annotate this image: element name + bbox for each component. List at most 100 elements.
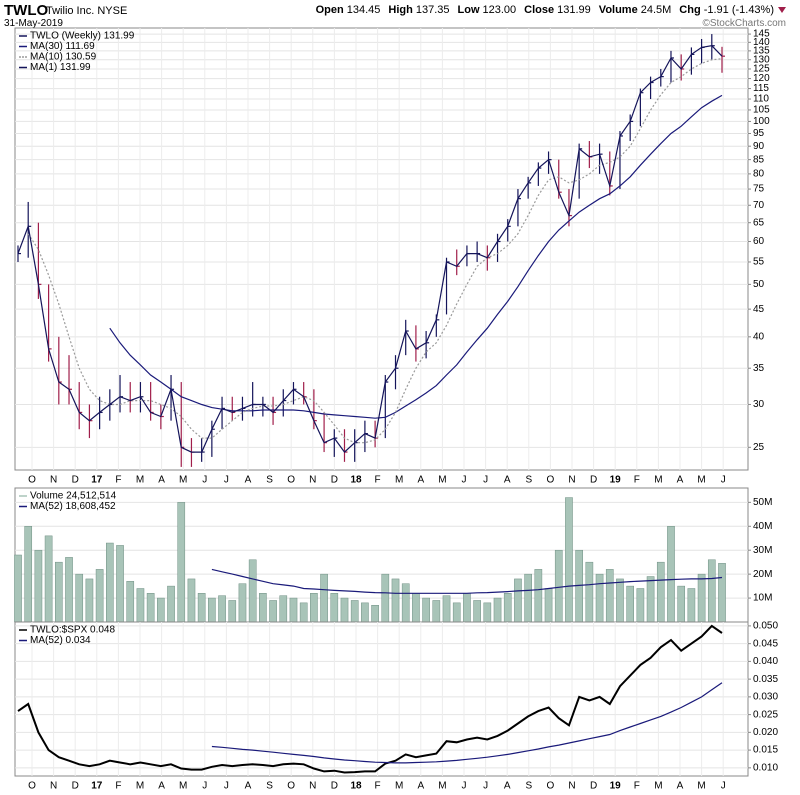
volume-bar <box>44 535 53 623</box>
volume-bar <box>34 549 43 623</box>
y-tick-label: 0.045 <box>753 638 778 649</box>
y-tick-label: 20M <box>753 569 772 580</box>
x-tick-label: F <box>375 781 381 792</box>
volume-bar <box>503 593 512 623</box>
volume-bar <box>463 593 471 623</box>
x-tick-label: D <box>331 475 338 486</box>
x-tick-label: A <box>677 781 684 792</box>
volume-bar <box>422 597 430 623</box>
quote-value: -1.91 (-1.43%) <box>703 4 774 16</box>
volume-bar <box>667 526 675 623</box>
x-tick-label: O <box>28 781 36 792</box>
volume-bar <box>401 583 410 623</box>
x-tick-label: O <box>287 475 295 486</box>
volume-bar <box>218 595 226 623</box>
volume-bar <box>493 597 502 623</box>
quote-label: Close <box>524 4 555 16</box>
x-tick-label: M <box>438 475 446 486</box>
y-tick-label: 30 <box>753 399 765 410</box>
volume-bar <box>197 593 206 623</box>
x-tick-label: N <box>50 475 57 486</box>
volume-bar <box>106 542 114 623</box>
y-tick-label: 60 <box>753 236 765 247</box>
volume-bar <box>24 526 33 623</box>
y-tick-label: 0.040 <box>753 656 778 667</box>
y-tick-label: 0.015 <box>753 745 778 756</box>
legend-label: MA(30) 111.69 <box>30 41 95 52</box>
volume-bar <box>524 573 532 623</box>
y-tick-label: 140 <box>753 37 770 48</box>
x-tick-label: 17 <box>91 475 103 486</box>
quote-value: 131.99 <box>557 4 591 16</box>
y-tick-label: 110 <box>753 94 769 105</box>
volume-bar <box>554 549 563 623</box>
legend-label: MA(1) 131.99 <box>30 62 91 73</box>
series-line <box>17 624 723 774</box>
volume-bar <box>248 559 257 623</box>
volume-bar <box>677 585 686 623</box>
x-tick-label: J <box>462 781 467 792</box>
x-tick-label: J <box>202 475 207 486</box>
x-tick-label: D <box>72 781 79 792</box>
header: TWLO Twilio Inc. NYSE 31-May-2019 ©Stock… <box>0 0 800 29</box>
quote: Open 134.45 High 137.35 Low 123.00 Close 131.99… <box>316 4 786 16</box>
x-tick-label: D <box>590 475 597 486</box>
x-tick-label: F <box>115 475 121 486</box>
credit: ©StockCharts.com <box>702 18 786 29</box>
x-tick-label: A <box>158 781 165 792</box>
volume-bar <box>514 578 522 623</box>
x-tick-label: S <box>525 781 532 792</box>
x-tick-label: M <box>179 781 187 792</box>
legend-label: MA(52) 18,608,452 <box>30 501 116 512</box>
y-tick-label: 0.025 <box>753 709 778 720</box>
volume-bar <box>208 597 216 623</box>
y-tick-label: 0.030 <box>753 692 778 703</box>
legend-label: MA(52) 0.034 <box>30 635 91 646</box>
y-tick-label: 0.010 <box>753 762 778 773</box>
y-tick-label: 125 <box>753 64 770 75</box>
volume-bar <box>95 569 104 623</box>
volume-bar <box>636 588 645 623</box>
series-line <box>211 682 723 764</box>
x-tick-label: 18 <box>350 781 362 792</box>
y-tick-label: 25 <box>753 442 765 453</box>
y-tick-label: 35 <box>753 363 765 374</box>
x-tick-label: M <box>697 781 705 792</box>
volume-bar <box>432 600 441 623</box>
y-tick-label: 105 <box>753 105 770 116</box>
volume-bar <box>116 545 124 623</box>
volume-bar <box>340 597 349 623</box>
x-tick-label: M <box>136 781 144 792</box>
y-tick-label: 10M <box>753 593 772 604</box>
x-tick-label: O <box>28 475 36 486</box>
legend-label: MA(10) 130.59 <box>30 52 97 63</box>
volume-bar <box>687 588 696 623</box>
quote-item: Low 123.00 <box>458 4 517 16</box>
quote-item: Volume 24.5M <box>599 4 672 16</box>
volume-bar <box>238 583 247 623</box>
quote-label: Low <box>457 4 480 16</box>
x-tick-label: O <box>547 475 555 486</box>
x-tick-label: S <box>525 475 532 486</box>
x-tick-label: M <box>395 781 403 792</box>
volume-bar <box>310 593 318 623</box>
x-tick-label: M <box>697 475 705 486</box>
quote-item: Open 134.45 <box>316 4 381 16</box>
quote-item: Close 131.99 <box>524 4 591 16</box>
legend-label: TWLO (Weekly) 131.99 <box>30 31 135 42</box>
x-tick-label: O <box>547 781 555 792</box>
volume-bar <box>157 597 165 623</box>
volume-bar <box>452 602 461 623</box>
x-tick-label: A <box>158 475 165 486</box>
series-line <box>211 568 723 594</box>
volume-bar <box>483 602 492 623</box>
legend-label: Volume 24,512,514 <box>30 491 117 502</box>
y-tick-label: 130 <box>753 54 770 65</box>
y-tick-label: 135 <box>753 46 770 57</box>
volume-bar <box>279 595 288 623</box>
volume-bar <box>534 569 543 623</box>
symbol: TWLO <box>4 2 49 19</box>
volume-bar <box>646 576 655 623</box>
x-tick-label: A <box>245 781 252 792</box>
x-tick-label: M <box>654 781 662 792</box>
